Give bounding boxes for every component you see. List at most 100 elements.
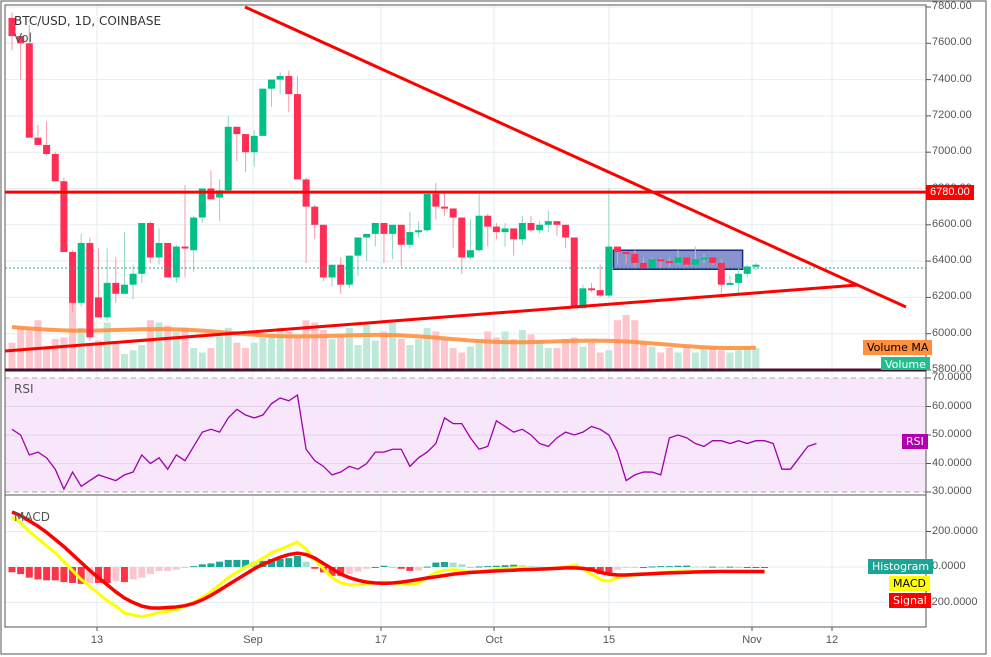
- volume-bar: [562, 339, 570, 369]
- candle-body: [709, 257, 717, 263]
- volume-bar: [69, 301, 77, 369]
- candle-body: [285, 75, 293, 95]
- rsi-tick-label: 30.0000: [932, 485, 972, 497]
- macd-histogram-bar: [129, 567, 137, 580]
- candle-body: [639, 262, 647, 269]
- chart-border: [4, 4, 927, 628]
- macd-histogram-bar: [34, 567, 42, 580]
- volume-bar: [510, 339, 518, 369]
- volume-bar: [752, 348, 760, 369]
- macd-histogram-bar: [449, 562, 457, 567]
- ascending-trendline: [4, 283, 859, 353]
- candle-body: [77, 242, 85, 303]
- price-tick-label: 6600.00: [932, 217, 972, 230]
- candle-body: [328, 264, 336, 278]
- macd-histogram-bar: [95, 567, 102, 583]
- macd-histogram-bar: [717, 566, 725, 568]
- candle-body: [207, 188, 215, 200]
- candle-body: [293, 94, 301, 180]
- macd-histogram-bar: [518, 565, 526, 567]
- macd-histogram-bar: [242, 559, 250, 567]
- macd-histogram-bar: [458, 564, 466, 567]
- macd-histogram-bar: [380, 565, 388, 567]
- candle-body: [406, 232, 414, 245]
- volume-bar: [172, 331, 180, 369]
- macd-histogram-bar: [112, 567, 120, 582]
- volume-bar: [190, 348, 198, 369]
- candle-body: [458, 217, 466, 258]
- macd-histogram-bar: [224, 559, 232, 567]
- candle-body: [43, 144, 51, 155]
- macd-histogram-bar: [466, 567, 474, 568]
- candle-body: [17, 36, 25, 44]
- price-tick-label: 7200.00: [932, 108, 972, 121]
- candle-body: [596, 290, 604, 296]
- candle-body: [155, 242, 163, 258]
- volume-bar: [181, 327, 189, 369]
- volume-bar: [441, 339, 448, 369]
- volume-bar: [380, 331, 388, 369]
- macd-histogram-bar: [492, 565, 500, 567]
- macd-histogram-bar: [207, 563, 215, 567]
- macd-histogram-bar: [285, 558, 293, 567]
- macd-histogram-bar: [311, 567, 319, 569]
- macd-histogram-bar: [709, 566, 717, 568]
- candle-body: [198, 188, 206, 218]
- candle-body: [242, 134, 250, 153]
- volume-bar: [458, 352, 466, 369]
- signal-line: [11, 510, 765, 610]
- macd-histogram-bar: [354, 567, 362, 572]
- candle-body: [665, 261, 673, 264]
- volume-bar: [138, 345, 146, 369]
- volume-bar: [337, 337, 345, 369]
- rsi-line: [11, 394, 817, 491]
- candle-body: [95, 297, 102, 318]
- volume-bar: [34, 320, 42, 369]
- descending-trendline: [244, 5, 907, 309]
- candle-body: [735, 273, 743, 283]
- candle-body: [726, 282, 734, 285]
- macd-histogram-bar: [389, 567, 397, 568]
- candle-body: [544, 221, 552, 225]
- volume-bar: [735, 350, 743, 369]
- candle-body: [129, 273, 137, 285]
- candle-body: [337, 264, 345, 285]
- macd-tick-label: 200.0000: [932, 524, 978, 537]
- candle-body: [268, 79, 275, 89]
- macd-histogram-bar: [155, 567, 163, 572]
- macd-histogram-bar: [536, 566, 544, 568]
- volume-bar: [328, 339, 336, 369]
- volume-ma-tag: Volume MA: [863, 340, 933, 355]
- candle-body: [397, 224, 405, 245]
- macd-histogram-bar: [510, 564, 518, 567]
- candle-body: [276, 75, 284, 80]
- volume-bar: [553, 348, 561, 369]
- macd-histogram-bar: [86, 567, 94, 583]
- volume-bar: [259, 337, 267, 369]
- macd-histogram-bar: [293, 555, 301, 567]
- rsi-tick-label: 40.0000: [932, 456, 972, 469]
- candle-body: [484, 215, 492, 227]
- volume-bar: [466, 346, 474, 369]
- price-tick-label: 7400.00: [932, 72, 972, 85]
- volume-bar: [406, 345, 414, 369]
- candle-body: [674, 257, 682, 263]
- macd-histogram-bar: [51, 567, 59, 581]
- volume-bar: [216, 335, 224, 369]
- candle-body: [345, 255, 353, 285]
- candle-body: [492, 226, 500, 233]
- time-tick-label: 15: [602, 634, 616, 646]
- volume-bar: [146, 320, 154, 369]
- candle-body: [743, 266, 751, 274]
- candle-body: [562, 224, 570, 238]
- volume-bar: [536, 340, 544, 369]
- rsi-tick-label: 50.0000: [932, 428, 972, 440]
- volume-bar: [665, 348, 673, 369]
- volume-bar: [389, 322, 397, 369]
- candle-body: [501, 228, 509, 233]
- candle-body: [570, 237, 578, 309]
- volume-bar: [268, 335, 275, 369]
- volume-bar: [596, 352, 604, 369]
